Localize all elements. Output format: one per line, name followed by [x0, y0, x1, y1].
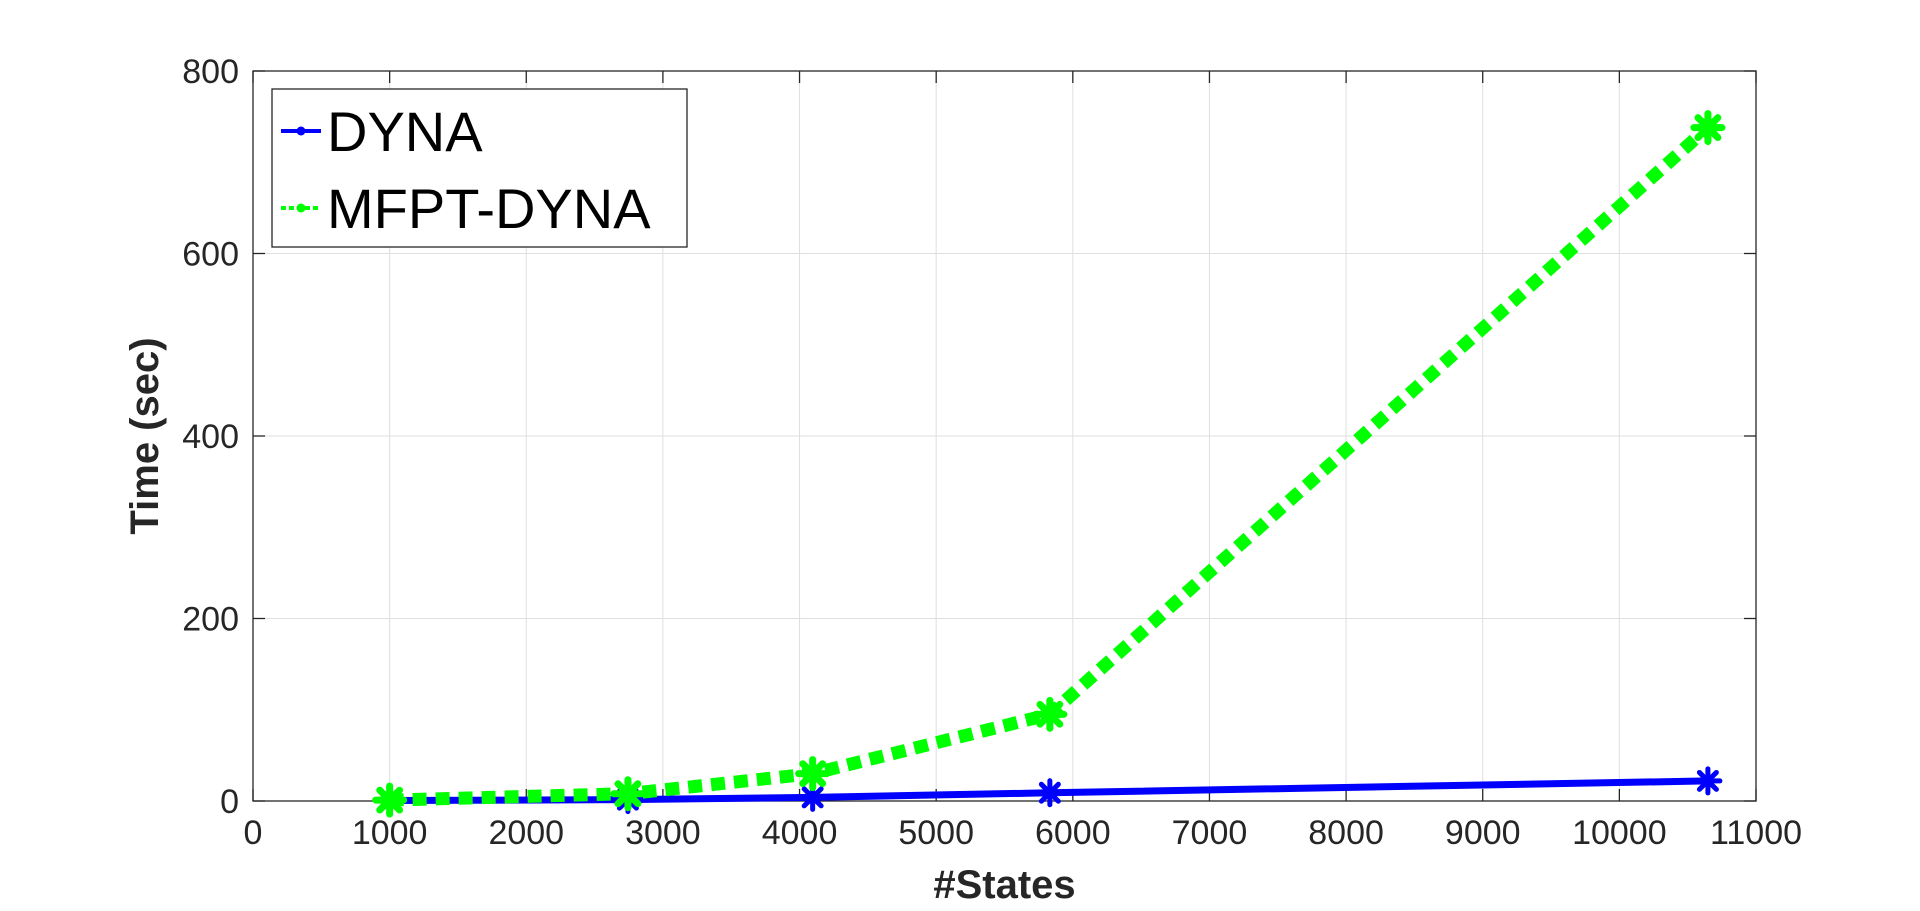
- data-point-marker: [1035, 778, 1065, 808]
- legend-box: [271, 88, 688, 248]
- x-tick-labels: 0 1000 2000 3000 4000 5000 6000 7000 8000 9000 100…: [244, 814, 1802, 852]
- x-tick-label: 0: [244, 814, 263, 852]
- y-tick-label: 800: [182, 53, 239, 91]
- x-tick-label: 11000: [1710, 814, 1802, 852]
- legend-item: DYNA: [281, 100, 483, 163]
- x-tick-label: 1000: [352, 814, 428, 852]
- data-point-marker: [610, 776, 646, 812]
- x-tick-label: 7000: [1172, 814, 1248, 852]
- data-point-marker: [795, 756, 831, 792]
- y-tick-label: 0: [220, 783, 239, 821]
- data-point-marker: [1690, 110, 1726, 146]
- x-tick-label: 10000: [1572, 814, 1667, 852]
- series-mfpt-dyna: [372, 110, 1726, 818]
- y-tick-labels: 0 200 400 600 800: [182, 53, 239, 821]
- x-tick-label: 3000: [625, 814, 701, 852]
- y-axis-label: Time (sec): [123, 337, 167, 534]
- data-point-marker: [1693, 766, 1723, 796]
- x-tick-label: 8000: [1308, 814, 1384, 852]
- x-tick-label: 2000: [488, 814, 564, 852]
- data-point-marker: [798, 782, 828, 812]
- data-point-marker: [1032, 696, 1068, 732]
- legend-marker: [296, 126, 306, 136]
- data-point-marker: [372, 782, 408, 818]
- x-tick-label: 4000: [762, 814, 838, 852]
- legend-marker: [296, 203, 306, 213]
- x-axis-label: #States: [933, 863, 1075, 907]
- x-tick-label: 6000: [1035, 814, 1111, 852]
- series-layer: [372, 110, 1726, 818]
- y-tick-label: 200: [182, 601, 239, 639]
- x-tick-label: 5000: [898, 814, 974, 852]
- legend-label: MFPT-DYNA: [327, 177, 651, 240]
- legend: DYNA MFPT-DYNA: [271, 88, 688, 248]
- x-tick-label: 9000: [1445, 814, 1521, 852]
- legend-label: DYNA: [327, 100, 483, 163]
- legend-item: MFPT-DYNA: [281, 177, 651, 240]
- y-tick-label: 400: [182, 418, 239, 456]
- y-tick-label: 600: [182, 236, 239, 274]
